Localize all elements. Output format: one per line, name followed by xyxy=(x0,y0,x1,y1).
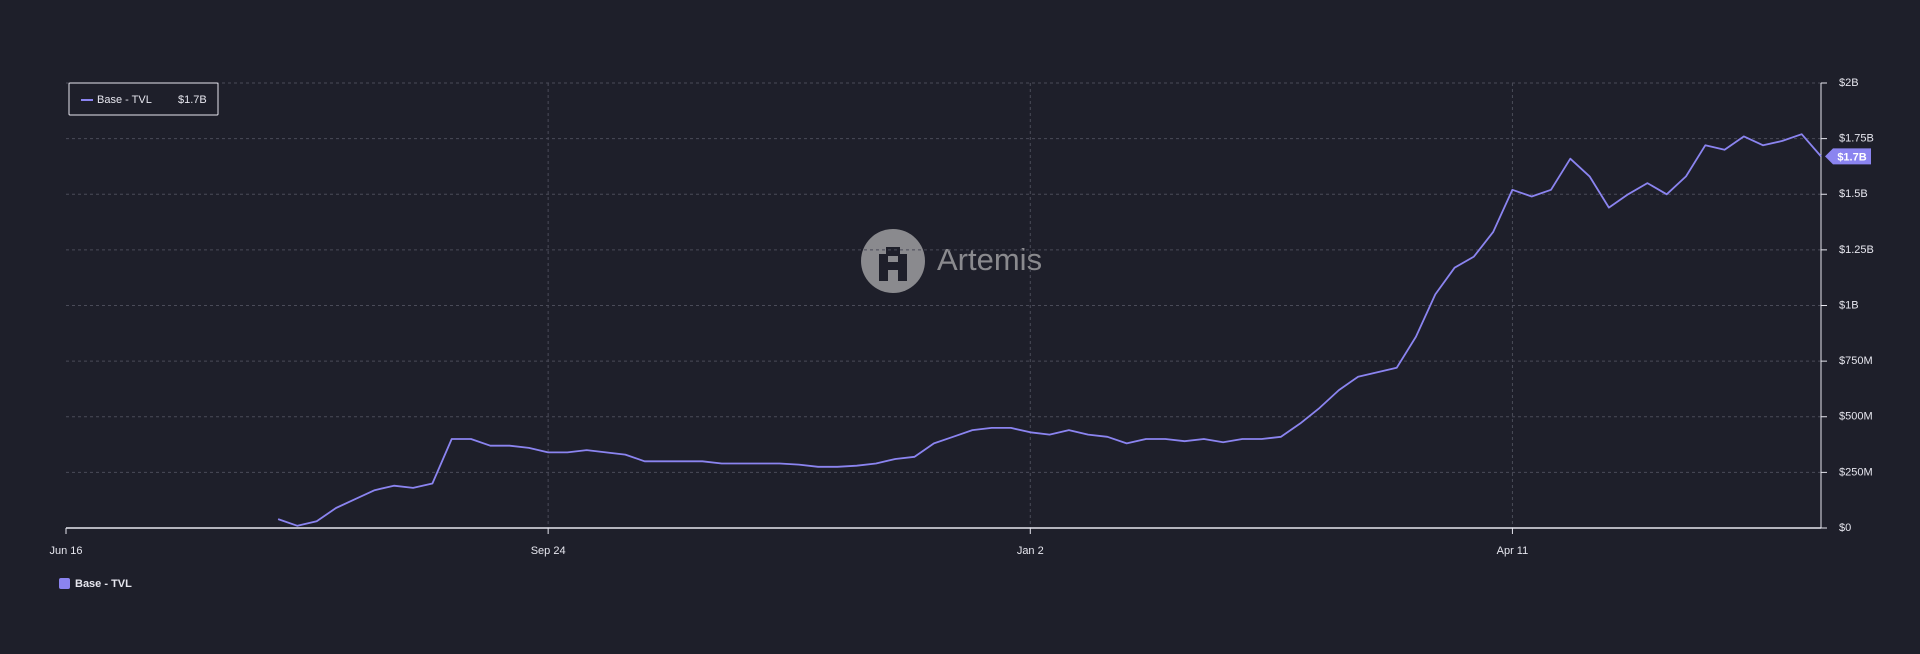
y-tick-label: $1B xyxy=(1839,299,1859,311)
bottom-legend-swatch xyxy=(59,578,70,589)
x-tick-label: Apr 11 xyxy=(1497,545,1529,557)
data-line xyxy=(277,133,1822,527)
y-tick-label: $250M xyxy=(1839,466,1873,478)
y-tick-label: $1.25B xyxy=(1839,244,1874,256)
current-value-label: $1.7B xyxy=(1837,151,1866,163)
y-tick-label: $750M xyxy=(1839,355,1873,367)
y-tick-label: $1.75B xyxy=(1839,133,1874,145)
x-tick-label: Jan 2 xyxy=(1017,545,1044,557)
legend-box xyxy=(68,82,219,116)
x-tick-label: Sep 24 xyxy=(531,545,566,557)
legend: Base - TVL $1.7B xyxy=(68,82,219,116)
y-tick-label: $1.5B xyxy=(1839,188,1868,200)
legend-label: Base - TVL xyxy=(97,94,152,106)
watermark-glyph xyxy=(879,247,907,281)
y-tick-label: $2B xyxy=(1839,77,1859,89)
y-tick-label: $0 xyxy=(1839,522,1851,534)
legend-value: $1.7B xyxy=(178,94,207,106)
bottom-legend-label: Base - TVL xyxy=(75,578,132,590)
watermark: Artemis xyxy=(861,229,1042,293)
current-value-marker xyxy=(1825,148,1871,165)
y-tick-label: $500M xyxy=(1839,411,1873,423)
x-tick-label: Jun 16 xyxy=(49,545,82,557)
watermark-text: Artemis xyxy=(937,242,1042,277)
watermark-logo xyxy=(861,229,925,293)
